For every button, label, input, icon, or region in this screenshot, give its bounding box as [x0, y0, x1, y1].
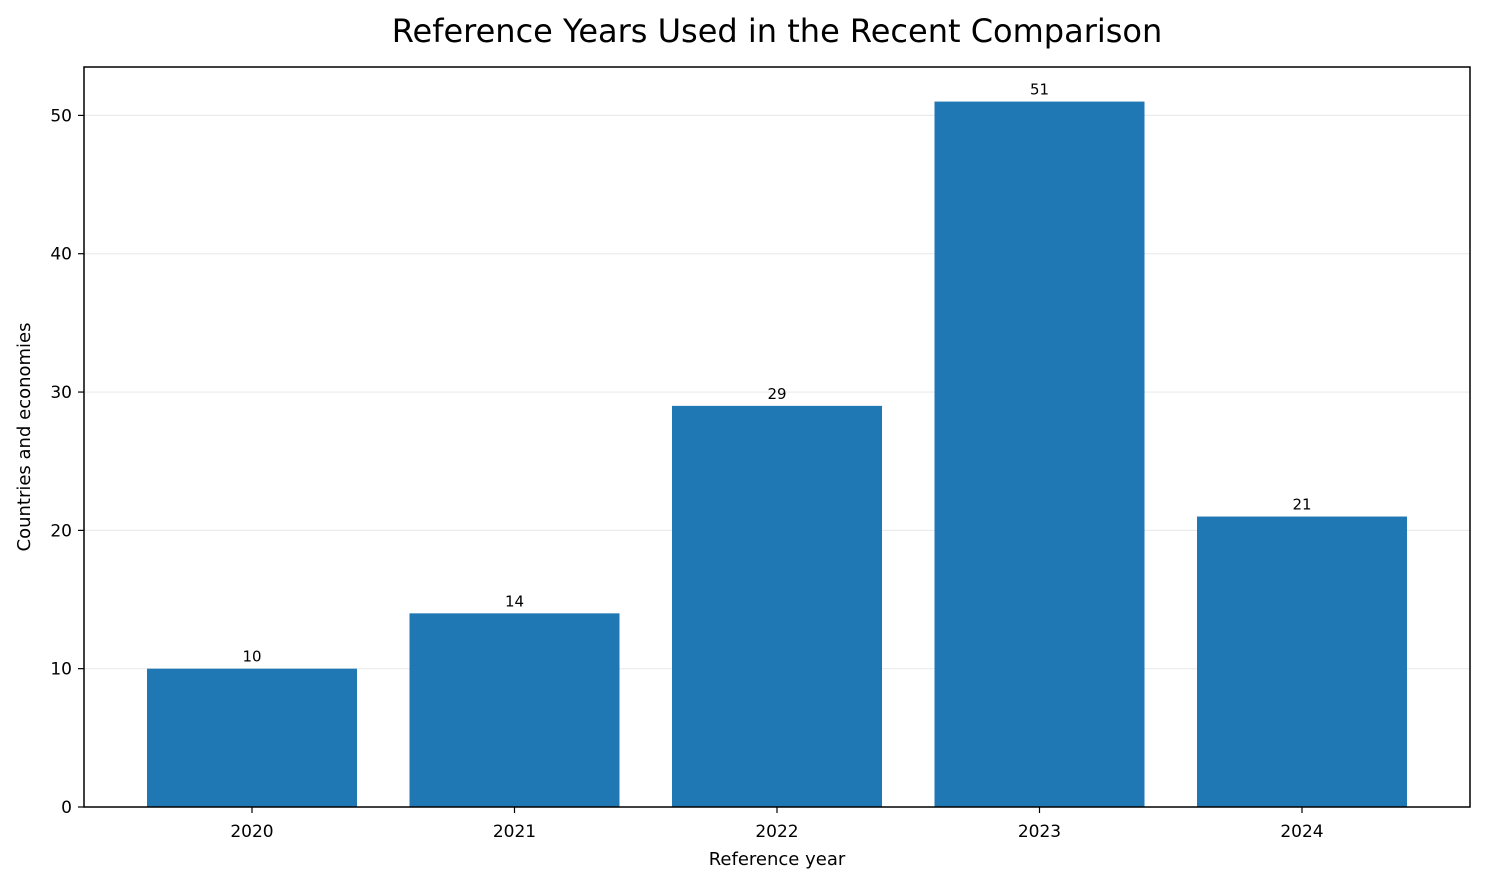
- x-tick-label-2024: 2024: [1280, 822, 1323, 842]
- x-tick-label-2021: 2021: [493, 822, 536, 842]
- x-tick-label-2023: 2023: [1018, 822, 1061, 842]
- bar-2021: [409, 613, 620, 807]
- y-tick-label-40: 40: [50, 245, 72, 265]
- data-labels: 10 14 29 51 21: [242, 81, 1311, 666]
- data-label-2020: 10: [242, 648, 261, 666]
- data-label-2022: 29: [767, 385, 786, 403]
- bars: [147, 101, 1407, 807]
- y-tick-label-30: 30: [50, 383, 72, 403]
- bar-2024: [1197, 516, 1407, 807]
- y-axis-ticks: 0 10 20 30 40 50: [50, 106, 84, 818]
- data-label-2021: 14: [505, 592, 524, 610]
- y-tick-label-20: 20: [50, 521, 72, 541]
- x-axis-label: Reference year: [709, 849, 846, 870]
- y-tick-label-50: 50: [50, 106, 72, 126]
- chart-title: Reference Years Used in the Recent Compa…: [392, 12, 1163, 50]
- bar-2023: [934, 101, 1145, 807]
- x-axis-ticks: 2020 2021 2022 2023 2024: [230, 807, 1324, 842]
- y-tick-label-0: 0: [61, 798, 72, 818]
- bar-2020: [147, 668, 357, 807]
- data-label-2024: 21: [1292, 496, 1311, 514]
- bar-2022: [672, 405, 882, 807]
- data-label-2023: 51: [1030, 81, 1049, 99]
- y-tick-label-10: 10: [50, 660, 72, 680]
- x-tick-label-2020: 2020: [230, 822, 273, 842]
- y-axis-label: Countries and economies: [14, 322, 35, 551]
- x-tick-label-2022: 2022: [755, 822, 798, 842]
